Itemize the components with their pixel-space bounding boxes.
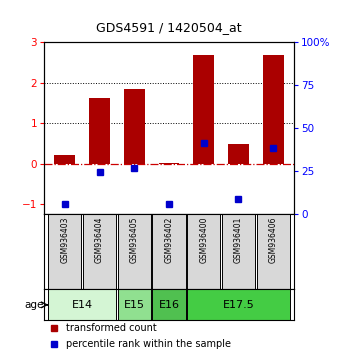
Bar [187, 214, 220, 290]
Text: E16: E16 [159, 300, 179, 310]
Bar [193, 55, 214, 164]
Bar [187, 290, 290, 320]
Bar [152, 214, 186, 290]
Bar [83, 214, 116, 290]
Text: E15: E15 [124, 300, 145, 310]
Text: percentile rank within the sample: percentile rank within the sample [67, 339, 232, 349]
Bar [152, 290, 186, 320]
Bar [159, 163, 179, 164]
Text: GSM936406: GSM936406 [269, 216, 278, 263]
Text: age: age [25, 300, 44, 310]
Bar [48, 290, 116, 320]
Text: E14: E14 [72, 300, 93, 310]
Bar [124, 89, 145, 164]
Bar [257, 214, 290, 290]
Text: GSM936401: GSM936401 [234, 216, 243, 263]
Text: GSM936403: GSM936403 [60, 216, 69, 263]
Text: GSM936405: GSM936405 [130, 216, 139, 263]
Text: GSM936404: GSM936404 [95, 216, 104, 263]
Text: GSM936402: GSM936402 [165, 216, 173, 263]
Bar [54, 155, 75, 164]
Text: GSM936400: GSM936400 [199, 216, 208, 263]
Text: GDS4591 / 1420504_at: GDS4591 / 1420504_at [96, 21, 242, 34]
Text: E17.5: E17.5 [223, 300, 255, 310]
Bar [118, 214, 151, 290]
Text: transformed count: transformed count [67, 323, 157, 333]
Bar [89, 98, 110, 164]
Bar [228, 144, 249, 164]
Bar [222, 214, 255, 290]
Bar [118, 290, 151, 320]
Bar [48, 214, 81, 290]
Bar [263, 55, 284, 164]
